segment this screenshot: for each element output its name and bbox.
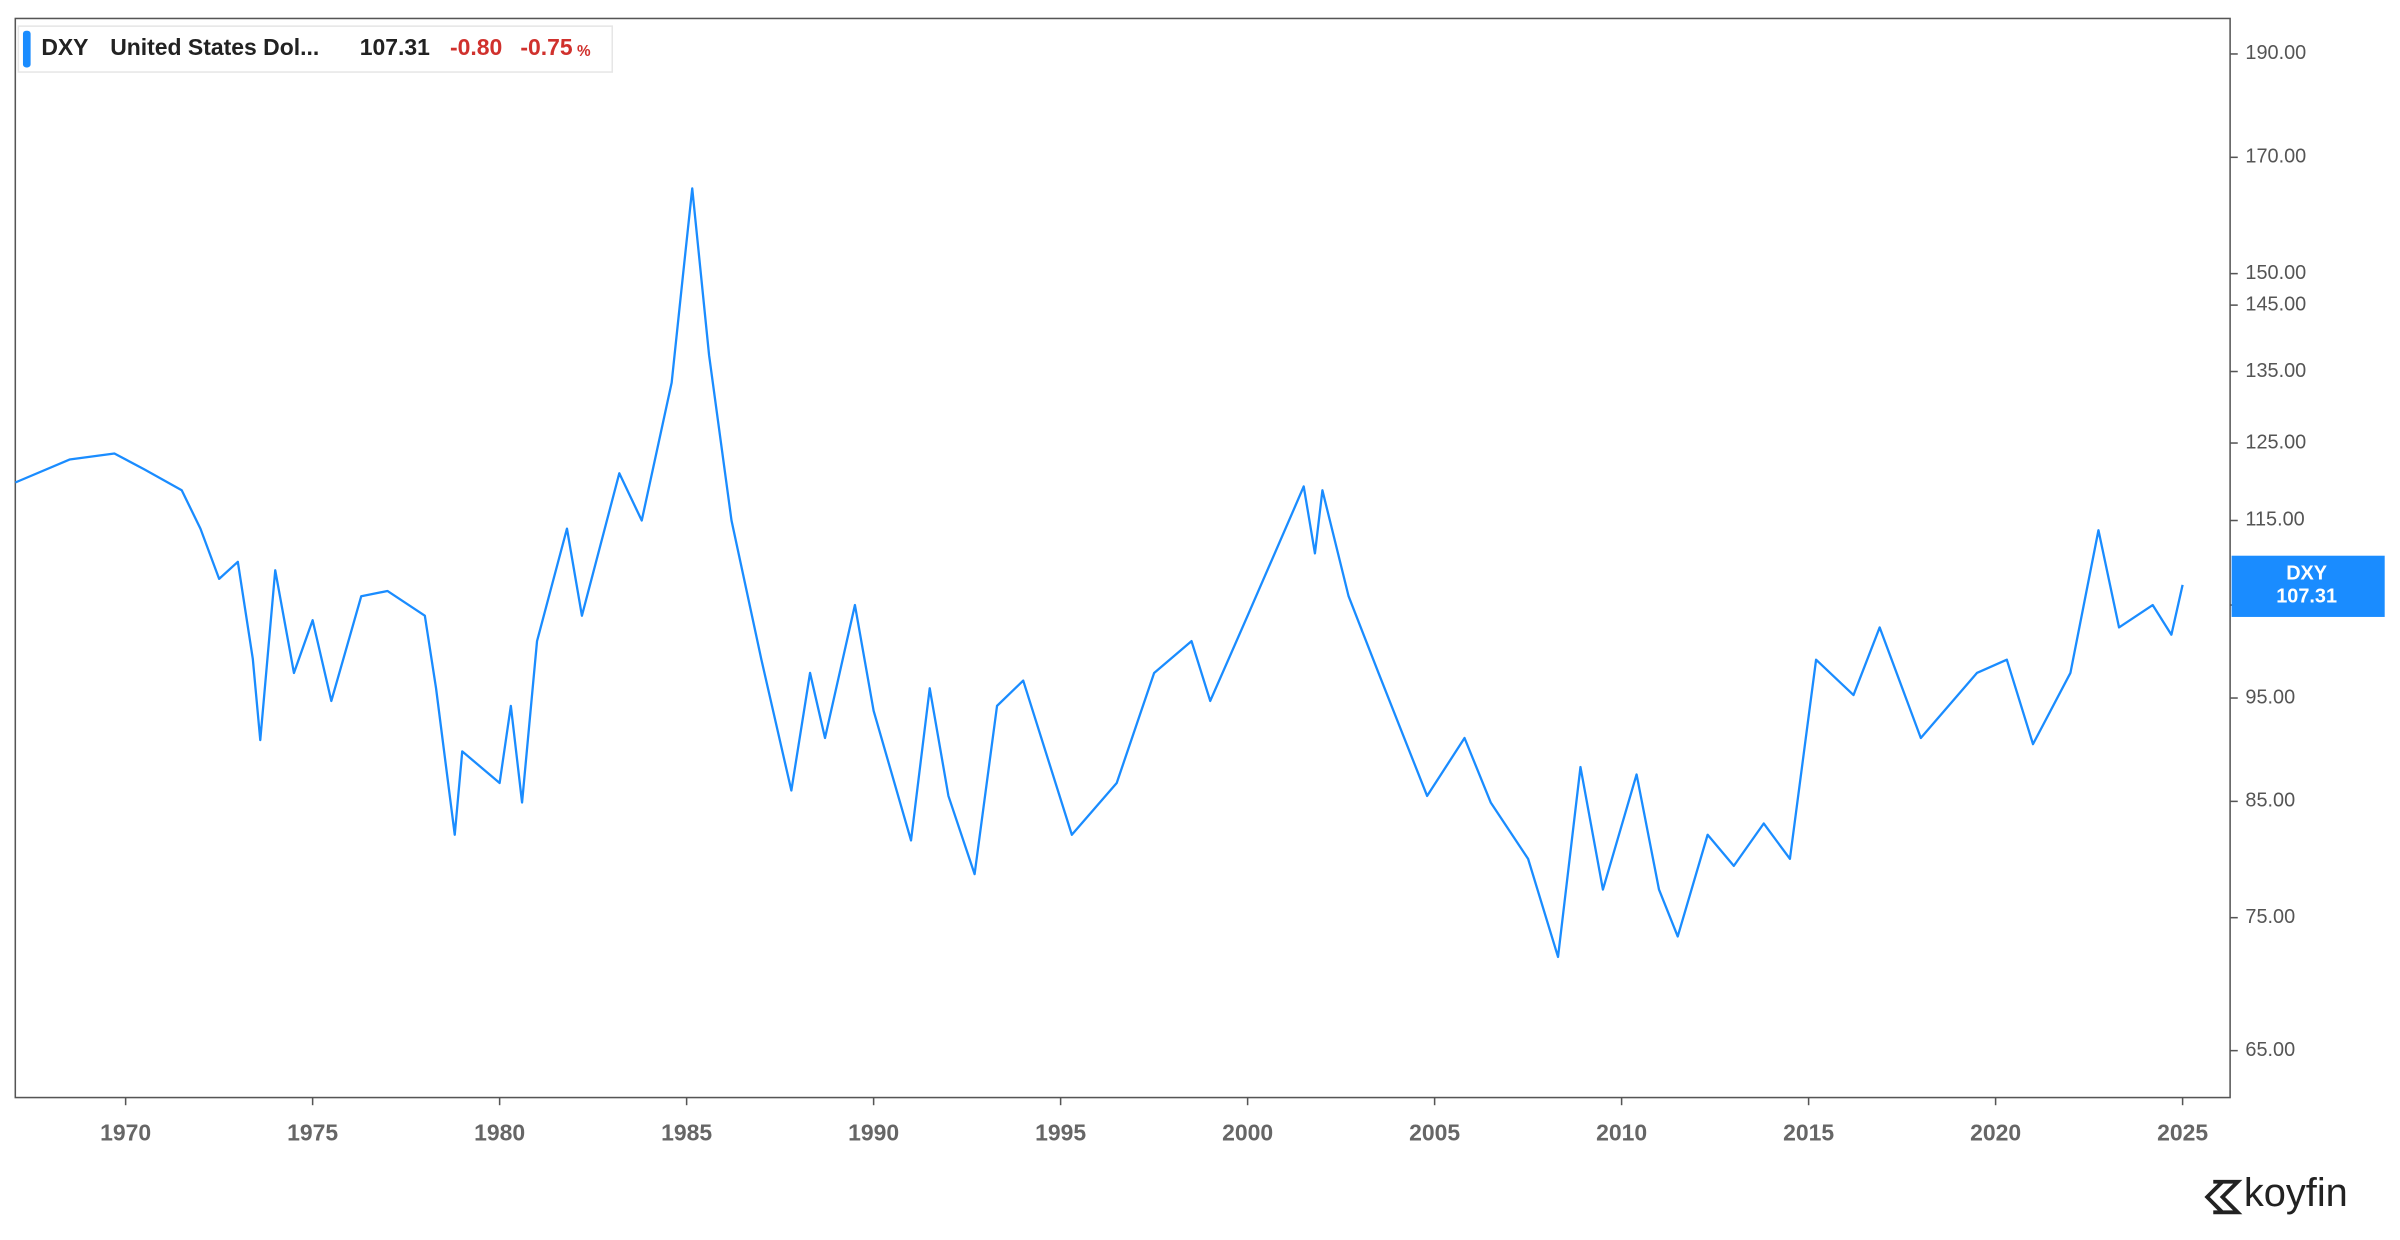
legend-swatch: [22, 30, 31, 68]
x-tick-label: 2005: [1409, 1119, 1460, 1145]
legend-background: [17, 25, 614, 73]
x-tick-label: 2025: [2157, 1119, 2208, 1145]
y-tick-label: 65.00: [2245, 1039, 2295, 1061]
x-tick-label: 1985: [661, 1119, 712, 1145]
axes: 65.0075.0085.0095.00105.00115.00125.0013…: [100, 42, 2306, 1145]
y-tick-label: 115.00: [2245, 509, 2304, 531]
x-tick-label: 2020: [1970, 1119, 2021, 1145]
y-tick-label: 150.00: [2245, 262, 2306, 284]
logo-text: koyfin: [2244, 1171, 2348, 1215]
x-tick-label: 2010: [1596, 1119, 1647, 1145]
plot-frame: [14, 17, 2231, 1099]
y-tick-label: 135.00: [2245, 360, 2306, 382]
y-tick-label: 125.00: [2245, 431, 2306, 453]
x-tick-label: 1970: [100, 1119, 151, 1145]
price-tag-background: [2231, 555, 2385, 617]
plot: [14, 187, 2184, 959]
change-pct-unit: %: [577, 43, 591, 60]
y-tick-label: 95.00: [2245, 686, 2295, 708]
y-tick-label: 190.00: [2245, 42, 2306, 64]
y-tick-label: 75.00: [2245, 906, 2295, 928]
x-tick-label: 1980: [474, 1119, 525, 1145]
symbol: DXY: [41, 34, 88, 60]
x-tick-label: 2000: [1222, 1119, 1273, 1145]
change-pct: -0.75: [520, 34, 573, 60]
price-tag-value: 107.31: [2276, 585, 2337, 607]
logo: koyfin: [2204, 1171, 2348, 1215]
price-line: [14, 187, 2184, 959]
x-tick-label: 1995: [1035, 1119, 1086, 1145]
y-tick-label: 170.00: [2245, 146, 2306, 168]
legend-box: DXY United States Dol... 107.31 -0.80 -0…: [17, 25, 614, 73]
instrument-name: United States Dol...: [110, 34, 319, 60]
price: 107.31: [360, 34, 430, 60]
y-tick-label: 145.00: [2245, 293, 2306, 315]
x-tick-label: 1990: [848, 1119, 899, 1145]
logo-icon: [2204, 1179, 2243, 1215]
y-tick-label: 85.00: [2245, 790, 2295, 812]
x-tick-label: 2015: [1783, 1119, 1834, 1145]
price-tag: DXY 107.31: [2231, 555, 2385, 617]
change: -0.80: [450, 34, 502, 60]
price-tag-symbol: DXY: [2286, 562, 2327, 584]
x-tick-label: 1975: [287, 1119, 338, 1145]
